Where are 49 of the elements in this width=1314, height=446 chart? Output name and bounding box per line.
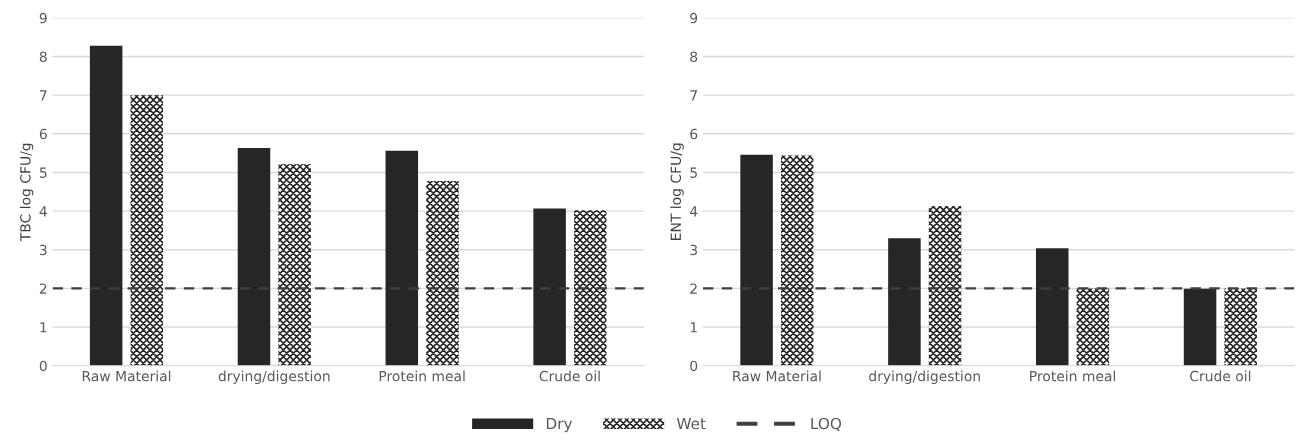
bar [780, 155, 814, 366]
y-tick-label: 2 [690, 283, 697, 294]
y-tick-label: 7 [40, 90, 47, 101]
bar [237, 148, 271, 366]
y-tick-label: 6 [690, 128, 698, 140]
bar [888, 238, 921, 366]
y-tick-label: 5 [39, 167, 47, 178]
bar [574, 210, 607, 366]
y-tick-label: 8 [39, 51, 47, 62]
x-tick-label: Crude oil [539, 370, 600, 382]
y-tick-label: 4 [39, 206, 47, 217]
bar [1224, 288, 1257, 366]
legend-label: LOQ [811, 417, 842, 432]
y-tick-label: 0 [39, 360, 47, 372]
bar [1035, 248, 1069, 366]
y-tick-label: 7 [690, 90, 697, 101]
y-tick-label: 9 [690, 12, 698, 24]
legend-label: Dry [546, 417, 573, 433]
bar [928, 206, 962, 366]
y-axis-title: ENT log CFU/g [670, 143, 684, 240]
y-axis-title: TBC log CFU/g [19, 143, 34, 242]
y-tick-label: 9 [39, 12, 47, 24]
bar [1183, 288, 1217, 366]
y-tick-label: 4 [689, 206, 698, 217]
y-tick-label: 2 [39, 283, 47, 294]
bar [130, 95, 164, 366]
x-tick-label: drying/digestion [218, 370, 330, 385]
y-tick-label: 1 [40, 322, 47, 333]
y-tick-label: 0 [690, 360, 698, 372]
bar [533, 208, 566, 366]
y-tick-label: 3 [690, 244, 698, 256]
x-tick-label: Protein meal [379, 370, 465, 382]
x-tick-label: drying/digestion [869, 370, 980, 385]
bar [278, 164, 311, 366]
y-tick-label: 6 [39, 128, 47, 140]
bar [385, 150, 419, 366]
x-tick-label: Raw Material [733, 370, 821, 382]
bar [89, 45, 123, 366]
y-tick-label: 5 [690, 167, 697, 178]
y-tick-label: 3 [39, 244, 47, 256]
x-tick-label: Crude oil [1190, 370, 1251, 382]
bar [1076, 288, 1110, 366]
x-tick-label: Protein meal [1030, 370, 1116, 382]
y-tick-label: 1 [690, 322, 697, 333]
bar [740, 154, 773, 366]
legend-label: Wet [676, 417, 706, 430]
y-tick-label: 8 [690, 51, 698, 62]
x-tick-label: Raw Material [82, 370, 171, 382]
bar [426, 180, 459, 366]
